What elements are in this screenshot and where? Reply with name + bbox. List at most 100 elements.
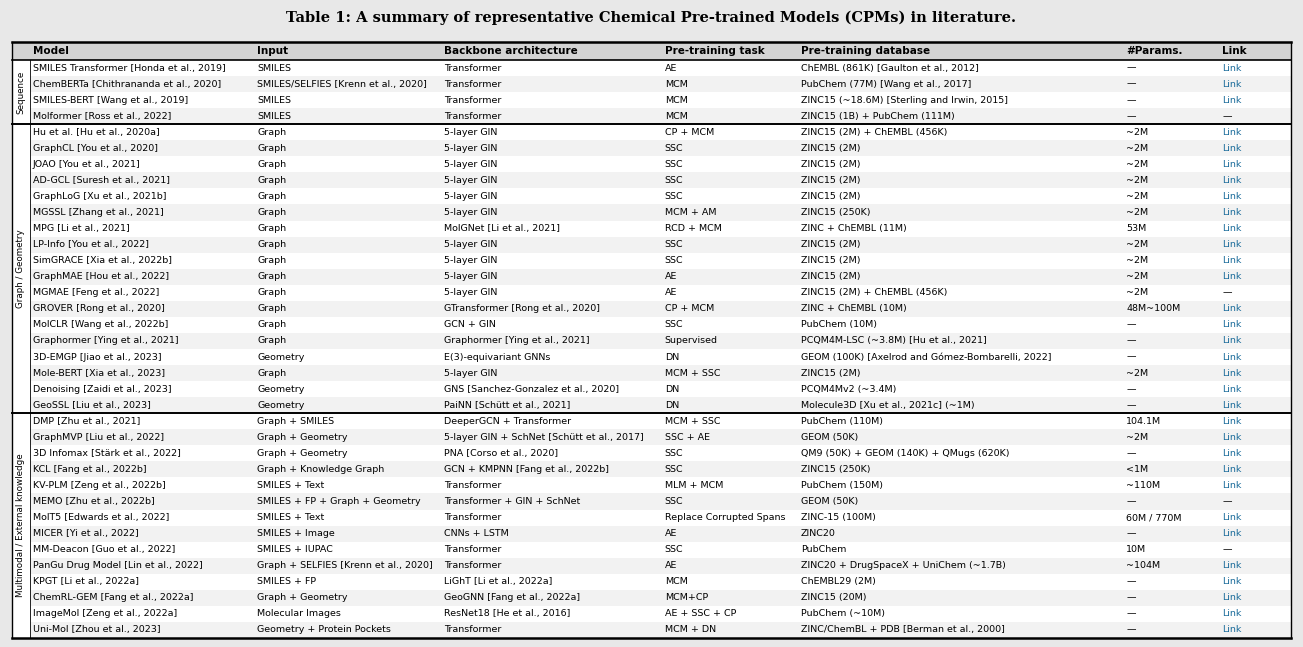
Text: ~2M: ~2M [1126,289,1148,298]
Text: MCM: MCM [665,96,688,105]
Text: Link: Link [1222,176,1242,185]
Text: ZINC15 (2M): ZINC15 (2M) [801,369,860,378]
Text: GEOM (50K): GEOM (50K) [801,433,859,442]
Text: PubChem (10M): PubChem (10M) [801,320,877,329]
Text: 10M: 10M [1126,545,1147,554]
Text: SimGRACE [Xia et al., 2022b]: SimGRACE [Xia et al., 2022b] [33,256,172,265]
Text: 5-layer GIN: 5-layer GIN [444,192,498,201]
Text: GraphMVP [Liu et al., 2022]: GraphMVP [Liu et al., 2022] [33,433,164,442]
Bar [30,237,1291,253]
Bar [30,204,1291,221]
Text: SMILES-BERT [Wang et al., 2019]: SMILES-BERT [Wang et al., 2019] [33,96,188,105]
Text: —: — [1126,497,1136,506]
Bar [30,269,1291,285]
Text: 48M~100M: 48M~100M [1126,304,1181,313]
Text: ZINC20 + DrugSpaceX + UniChem (~1.7B): ZINC20 + DrugSpaceX + UniChem (~1.7B) [801,561,1006,570]
Text: Pre-training database: Pre-training database [801,46,930,56]
Text: GeoGNN [Fang et al., 2022a]: GeoGNN [Fang et al., 2022a] [444,593,580,602]
Text: AE: AE [665,561,678,570]
Text: ~2M: ~2M [1126,240,1148,249]
Bar [30,397,1291,413]
Bar [30,494,1291,510]
Text: AE: AE [665,529,678,538]
Text: PNA [Corso et al., 2020]: PNA [Corso et al., 2020] [444,449,558,458]
Text: ~2M: ~2M [1126,272,1148,281]
Text: MGSSL [Zhang et al., 2021]: MGSSL [Zhang et al., 2021] [33,208,164,217]
Text: DN: DN [665,384,679,393]
Text: —: — [1126,320,1136,329]
Text: ZINC/ChemBL + PDB [Berman et al., 2000]: ZINC/ChemBL + PDB [Berman et al., 2000] [801,626,1005,635]
Text: ZINC15 (2M): ZINC15 (2M) [801,272,860,281]
Bar [30,477,1291,494]
Text: MGMAE [Feng et al., 2022]: MGMAE [Feng et al., 2022] [33,289,159,298]
Text: Molecule3D [Xu et al., 2021c] (~1M): Molecule3D [Xu et al., 2021c] (~1M) [801,400,975,410]
Bar [30,510,1291,525]
Text: Transformer: Transformer [444,112,502,121]
Text: Sequence: Sequence [17,71,26,114]
Text: Graph: Graph [258,304,287,313]
Text: ~104M: ~104M [1126,561,1161,570]
Text: Geometry: Geometry [258,400,305,410]
Text: ZINC15 (2M): ZINC15 (2M) [801,240,860,249]
Text: GEOM (50K): GEOM (50K) [801,497,859,506]
Text: SSC: SSC [665,497,683,506]
Text: SMILES + Text: SMILES + Text [258,481,324,490]
Bar [30,140,1291,157]
Text: PubChem (110M): PubChem (110M) [801,417,883,426]
Text: ZINC15 (250K): ZINC15 (250K) [801,465,870,474]
Text: Transformer: Transformer [444,561,502,570]
Text: ZINC15 (20M): ZINC15 (20M) [801,593,866,602]
Text: GROVER [Rong et al., 2020]: GROVER [Rong et al., 2020] [33,304,165,313]
Text: 5-layer GIN: 5-layer GIN [444,272,498,281]
Text: Link: Link [1222,481,1242,490]
Text: Link: Link [1222,240,1242,249]
Text: Graph: Graph [258,289,287,298]
Bar [30,558,1291,574]
Text: ZINC-15 (100M): ZINC-15 (100M) [801,513,876,522]
Bar [30,60,1291,76]
Text: Graph: Graph [258,320,287,329]
Text: —: — [1126,626,1136,635]
Text: Denoising [Zaidi et al., 2023]: Denoising [Zaidi et al., 2023] [33,384,172,393]
Text: GNS [Sanchez-Gonzalez et al., 2020]: GNS [Sanchez-Gonzalez et al., 2020] [444,384,619,393]
Text: PanGu Drug Model [Lin et al., 2022]: PanGu Drug Model [Lin et al., 2022] [33,561,203,570]
Text: —: — [1126,96,1136,105]
Text: GCN + GIN: GCN + GIN [444,320,496,329]
Text: ZINC15 (2M) + ChEMBL (456K): ZINC15 (2M) + ChEMBL (456K) [801,127,947,137]
Text: SSC: SSC [665,144,683,153]
Text: LP-Info [You et al., 2022]: LP-Info [You et al., 2022] [33,240,149,249]
Text: Transformer + GIN + SchNet: Transformer + GIN + SchNet [444,497,580,506]
Text: Graph / Geometry: Graph / Geometry [17,230,26,308]
Text: KCL [Fang et al., 2022b]: KCL [Fang et al., 2022b] [33,465,147,474]
Text: —: — [1126,449,1136,458]
Text: SMILES + FP: SMILES + FP [258,577,317,586]
Bar [30,317,1291,333]
Text: SMILES + Text: SMILES + Text [258,513,324,522]
Bar [30,429,1291,445]
Text: —: — [1126,384,1136,393]
Text: Link: Link [1222,513,1242,522]
Text: Molecular Images: Molecular Images [258,609,341,619]
Text: ~110M: ~110M [1126,481,1161,490]
Text: Link: Link [1222,144,1242,153]
Text: ~2M: ~2M [1126,176,1148,185]
Text: SMILES + IUPAC: SMILES + IUPAC [258,545,334,554]
Text: Transformer: Transformer [444,545,502,554]
Text: Model: Model [33,46,69,56]
Text: Link: Link [1222,46,1247,56]
Text: ResNet18 [He et al., 2016]: ResNet18 [He et al., 2016] [444,609,571,619]
Text: ~2M: ~2M [1126,160,1148,169]
Text: Link: Link [1222,384,1242,393]
Text: 5-layer GIN: 5-layer GIN [444,176,498,185]
Text: Molformer [Ross et al., 2022]: Molformer [Ross et al., 2022] [33,112,172,121]
Text: Link: Link [1222,417,1242,426]
Text: Graph + Knowledge Graph: Graph + Knowledge Graph [258,465,384,474]
Text: MolGNet [Li et al., 2021]: MolGNet [Li et al., 2021] [444,224,560,233]
Text: —: — [1126,400,1136,410]
Text: Link: Link [1222,272,1242,281]
Text: 5-layer GIN: 5-layer GIN [444,160,498,169]
Text: Replace Corrupted Spans: Replace Corrupted Spans [665,513,786,522]
Text: Link: Link [1222,561,1242,570]
Bar [30,108,1291,124]
Text: ImageMol [Zeng et al., 2022a]: ImageMol [Zeng et al., 2022a] [33,609,177,619]
